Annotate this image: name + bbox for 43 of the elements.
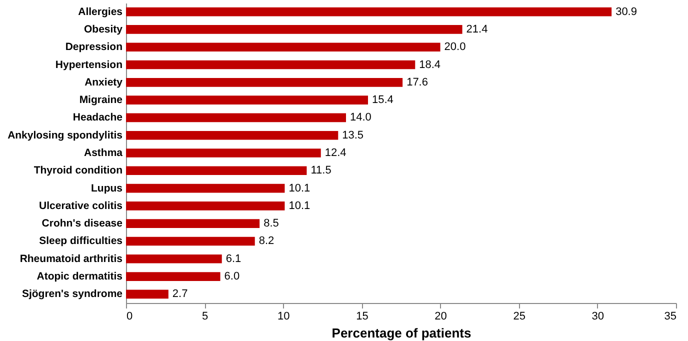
data-label: 12.4: [324, 147, 346, 159]
y-tick-label: Atopic dermatitis: [36, 270, 123, 283]
data-label: 6.1: [226, 252, 242, 265]
x-axis-title: Percentage of patients: [332, 326, 472, 340]
data-label: 2.7: [172, 288, 188, 300]
y-tick-label: Allergies: [78, 6, 123, 18]
y-tick-label: Ankylosing spondylitis: [8, 129, 123, 142]
data-label: 8.5: [264, 218, 279, 230]
y-tick-label: Crohn's disease: [42, 218, 123, 230]
x-tick-label: 30: [592, 310, 604, 322]
y-tick-label: Obesity: [84, 23, 123, 36]
data-label: 18.4: [419, 58, 441, 71]
data-label: 13.5: [342, 129, 364, 142]
x-tick-label: 15: [356, 310, 368, 322]
y-tick-label: Rheumatoid arthritis: [20, 252, 123, 265]
x-tick-label: 5: [202, 310, 208, 322]
x-tick-label: 20: [434, 310, 447, 322]
x-tick-label: 0: [126, 310, 133, 322]
x-tick-label: 35: [664, 310, 676, 322]
data-label: 15.4: [372, 94, 394, 106]
data-label: 21.4: [466, 23, 488, 36]
data-label: 11.5: [310, 164, 332, 177]
y-tick-label: Ulcerative colitis: [39, 200, 123, 212]
data-label: 8.2: [258, 235, 274, 248]
y-tick-label: Migraine: [79, 94, 123, 106]
y-tick-label: Lupus: [91, 182, 123, 194]
y-tick-label: Thyroid condition: [34, 164, 122, 177]
data-label: 17.6: [406, 76, 428, 88]
y-tick-label: Sjögren's syndrome: [22, 288, 123, 300]
data-label: 10.1: [288, 182, 310, 194]
x-tick-label: 10: [278, 310, 290, 322]
y-tick-label: Sleep difficulties: [39, 235, 123, 248]
x-tick-label: 25: [513, 310, 526, 322]
data-label: 20.0: [444, 41, 466, 54]
data-label: 14.0: [350, 112, 372, 124]
data-label: 10.1: [288, 200, 310, 212]
data-label: 6.0: [224, 270, 240, 283]
y-tick-label: Headache: [72, 112, 123, 124]
data-label: 30.9: [616, 6, 637, 18]
y-tick-label: Anxiety: [84, 76, 123, 88]
y-tick-label: Asthma: [84, 147, 123, 159]
y-tick-label: Hypertension: [55, 58, 122, 71]
y-tick-label: Depression: [65, 41, 122, 54]
